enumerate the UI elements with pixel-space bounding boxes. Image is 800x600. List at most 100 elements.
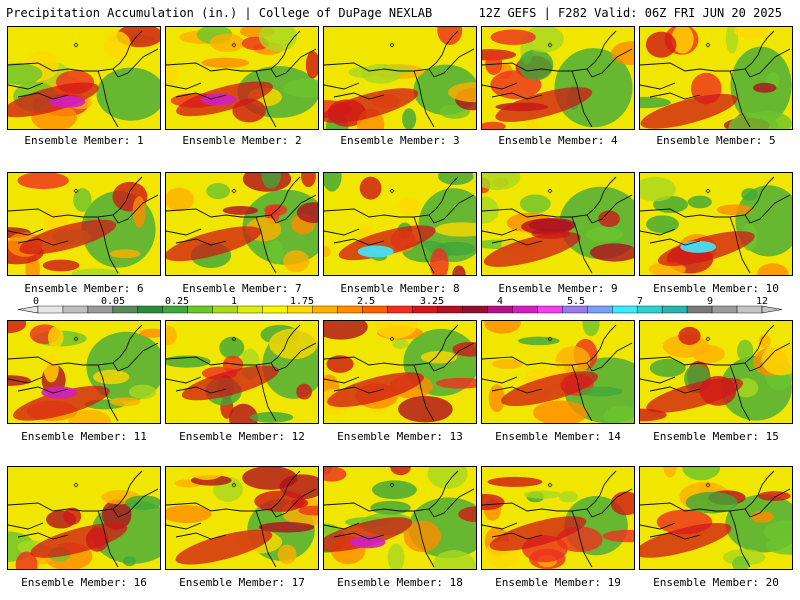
precipitation-field [8,467,160,569]
state-boundaries [324,176,475,274]
state-boundaries [166,324,317,422]
colorbar-swatch [137,305,164,314]
colorbar-tick-label: 12 [756,297,768,307]
colorbar-swatch [337,305,363,314]
header-title: Precipitation Accumulation (in.) | Colle… [6,6,433,20]
precipitation-field [8,173,160,275]
state-boundaries [640,176,791,274]
ensemble-map-1 [7,26,161,130]
ensemble-member-label: Ensemble Member: 9 [498,282,618,295]
precipitation-colorbar: 0 0.05 0.25 1 1.75 2.5 3.25 4 5.5 7 9 12 [17,297,783,314]
precipitation-field [8,27,160,129]
colorbar-swatch [212,305,238,314]
precipitation-field [166,321,318,423]
ensemble-member-label: Ensemble Member: 11 [21,430,147,443]
colorbar-swatch [736,305,763,314]
colorbar-tick-label: 1.75 [290,297,314,307]
colorbar-swatch [711,305,738,314]
state-boundaries [8,176,159,274]
precipitation-field [166,27,318,129]
ensemble-map-10 [639,172,793,276]
colorbar-swatch [686,305,713,314]
precipitation-field [324,173,476,275]
ensemble-member-label: Ensemble Member: 15 [653,430,779,443]
ensemble-member-label: Ensemble Member: 3 [340,134,460,147]
colorbar-swatch [462,305,488,314]
colorbar-tick-label: 4 [497,297,503,307]
ensemble-member-label: Ensemble Member: 5 [656,134,776,147]
ensemble-member-label: Ensemble Member: 2 [182,134,302,147]
colorbar-swatch [387,305,413,314]
colorbar-tick-label: 3.25 [420,297,444,307]
ensemble-map-2 [165,26,319,130]
ensemble-member-label: Ensemble Member: 14 [495,430,621,443]
colorbar-swatch [237,305,263,314]
colorbar-tick-label: 7 [637,297,643,307]
ensemble-member-label: Ensemble Member: 1 [24,134,144,147]
colorbar-swatch [636,305,663,314]
colorbar-swatch [487,305,513,314]
ensemble-member-label: Ensemble Member: 20 [653,576,779,589]
colorbar-swatch [287,305,313,314]
ensemble-map-9 [481,172,635,276]
precipitation-field [324,321,476,423]
colorbar-swatch [512,305,538,314]
ensemble-map-17 [165,466,319,570]
state-boundaries [482,470,633,568]
precipitation-field [166,173,318,275]
ensemble-member-label: Ensemble Member: 17 [179,576,305,589]
precipitation-field [640,27,792,129]
ensemble-map-4 [481,26,635,130]
precipitation-field [8,321,160,423]
ensemble-member-label: Ensemble Member: 10 [653,282,779,295]
colorbar-swatch [661,305,688,314]
colorbar-swatch [612,305,638,314]
colorbar-swatch [562,305,588,314]
ensemble-member-label: Ensemble Member: 19 [495,576,621,589]
ensemble-map-18 [323,466,477,570]
colorbar-swatch [437,305,463,314]
colorbar-swatch [537,305,563,314]
ensemble-map-14 [481,320,635,424]
colorbar-swatch [162,305,188,314]
colorbar-tick-label: 0.25 [165,297,189,307]
colorbar-swatch [412,305,438,314]
colorbar-swatch [362,305,388,314]
colorbar-tick-label: 0.05 [101,297,125,307]
ensemble-map-11 [7,320,161,424]
state-boundaries [324,30,475,128]
precipitation-field [482,173,634,275]
colorbar-swatch [312,305,338,314]
header-run-info: 12Z GEFS | F282 Valid: 06Z FRI JUN 20 20… [478,6,782,20]
state-boundaries [8,324,159,422]
ensemble-map-3 [323,26,477,130]
precipitation-field [324,27,476,129]
ensemble-map-15 [639,320,793,424]
ensemble-member-label: Ensemble Member: 16 [21,576,147,589]
colorbar-swatch [187,305,213,314]
state-boundaries [640,324,791,422]
colorbar-tick-label: 0 [33,297,39,307]
colorbar-swatch [587,305,613,314]
ensemble-map-19 [481,466,635,570]
colorbar-tick-label: 1 [231,297,237,307]
ensemble-member-label: Ensemble Member: 13 [337,430,463,443]
ensemble-map-6 [7,172,161,276]
precipitation-field [324,467,476,569]
ensemble-member-label: Ensemble Member: 8 [340,282,460,295]
colorbar-tick-label: 9 [707,297,713,307]
precipitation-field [166,467,318,569]
colorbar-min-arrow [17,305,39,314]
state-boundaries [482,324,633,422]
colorbar-swatch [87,305,114,314]
precipitation-field [640,321,792,423]
ensemble-map-7 [165,172,319,276]
ensemble-map-13 [323,320,477,424]
state-boundaries [8,30,159,128]
ensemble-member-label: Ensemble Member: 12 [179,430,305,443]
ensemble-member-label: Ensemble Member: 4 [498,134,618,147]
precipitation-field [482,27,634,129]
ensemble-map-5 [639,26,793,130]
colorbar-tick-label: 5.5 [567,297,585,307]
ensemble-map-12 [165,320,319,424]
